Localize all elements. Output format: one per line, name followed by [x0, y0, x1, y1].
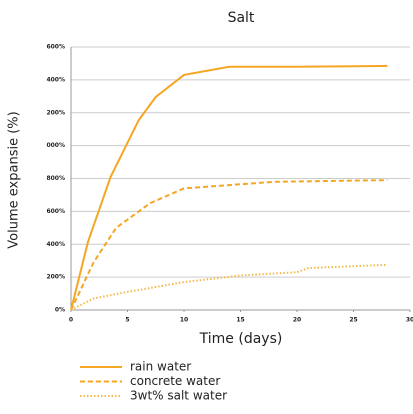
- series-line: [70, 64, 388, 311]
- y-tick-label: 200%: [46, 274, 65, 281]
- y-tick-label: 400%: [46, 241, 65, 248]
- legend-label: concrete water: [130, 374, 220, 388]
- y-tick-label: 0%: [55, 307, 65, 314]
- x-tick-label: 0: [69, 317, 73, 324]
- y-tick-label: 600%: [46, 44, 65, 51]
- y-tick-label: 400%: [46, 76, 65, 83]
- y-axis-label: Volume expansie (%): [7, 111, 22, 248]
- x-tick-label: 30: [406, 317, 413, 324]
- x-tick-label: 5: [125, 317, 129, 324]
- series-line: [70, 263, 388, 311]
- y-tick-label: 600%: [46, 208, 65, 215]
- x-tick-label: 15: [236, 317, 244, 324]
- x-tick-label: 25: [349, 317, 357, 324]
- x-tick-label: 20: [293, 317, 301, 324]
- x-axis-label: Time (days): [199, 331, 283, 347]
- legend-label: 3wt% salt water: [130, 389, 227, 403]
- y-tick-label: 000%: [46, 142, 65, 149]
- series-line: [70, 179, 388, 311]
- chart-title: Salt: [228, 10, 255, 26]
- legend-label: rain water: [130, 360, 191, 374]
- y-tick-label: 200%: [46, 109, 65, 116]
- y-tick-label: 800%: [46, 175, 65, 182]
- x-tick-label: 10: [180, 317, 188, 324]
